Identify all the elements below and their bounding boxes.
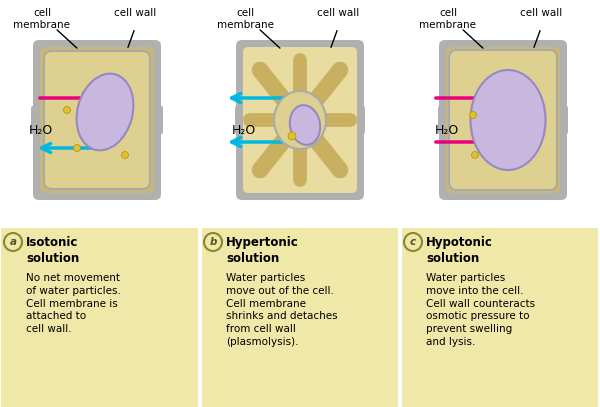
FancyBboxPatch shape (40, 47, 154, 193)
FancyBboxPatch shape (236, 40, 364, 200)
FancyBboxPatch shape (491, 189, 515, 199)
FancyBboxPatch shape (85, 44, 109, 54)
FancyBboxPatch shape (44, 51, 150, 189)
Text: c: c (410, 237, 416, 247)
Ellipse shape (290, 105, 320, 145)
Text: Water particles
move into the cell.
Cell wall counteracts
osmotic pressure to
pr: Water particles move into the cell. Cell… (426, 273, 535, 347)
FancyBboxPatch shape (351, 106, 365, 134)
Circle shape (404, 233, 422, 251)
Text: cell wall: cell wall (317, 8, 359, 18)
Text: cell
membrane: cell membrane (419, 8, 476, 30)
Ellipse shape (274, 91, 326, 149)
Text: H₂O: H₂O (232, 123, 256, 136)
FancyBboxPatch shape (153, 106, 163, 134)
Circle shape (4, 233, 22, 251)
Ellipse shape (470, 70, 545, 170)
Text: a: a (10, 237, 17, 247)
Text: H₂O: H₂O (435, 123, 459, 136)
Circle shape (472, 151, 479, 158)
FancyBboxPatch shape (438, 106, 452, 134)
Text: b: b (209, 237, 217, 247)
Text: cell wall: cell wall (114, 8, 156, 18)
FancyBboxPatch shape (31, 106, 41, 134)
Circle shape (288, 132, 296, 140)
FancyBboxPatch shape (85, 186, 109, 196)
FancyBboxPatch shape (1, 228, 198, 407)
FancyBboxPatch shape (446, 47, 560, 193)
FancyBboxPatch shape (401, 228, 598, 407)
FancyBboxPatch shape (554, 106, 568, 134)
Text: cell
membrane: cell membrane (217, 8, 274, 30)
Text: Hypertonic
solution: Hypertonic solution (226, 236, 299, 265)
FancyBboxPatch shape (147, 106, 157, 134)
Circle shape (204, 233, 222, 251)
Text: No net movement
of water particles.
Cell membrane is
attached to
cell wall.: No net movement of water particles. Cell… (26, 273, 121, 334)
FancyBboxPatch shape (449, 50, 557, 190)
Text: Water particles
move out of the cell.
Cell membrane
shrinks and detaches
from ce: Water particles move out of the cell. Ce… (226, 273, 338, 347)
Circle shape (470, 112, 476, 118)
FancyBboxPatch shape (201, 228, 398, 407)
FancyBboxPatch shape (491, 41, 515, 51)
FancyBboxPatch shape (37, 106, 47, 134)
FancyBboxPatch shape (288, 189, 312, 199)
Text: cell
membrane: cell membrane (14, 8, 71, 30)
FancyBboxPatch shape (439, 40, 567, 200)
FancyBboxPatch shape (33, 40, 161, 200)
FancyBboxPatch shape (243, 47, 357, 193)
Text: Isotonic
solution: Isotonic solution (26, 236, 79, 265)
Text: Hypotonic
solution: Hypotonic solution (426, 236, 493, 265)
FancyBboxPatch shape (235, 106, 249, 134)
Text: cell wall: cell wall (520, 8, 562, 18)
Circle shape (74, 144, 80, 151)
FancyBboxPatch shape (288, 41, 312, 51)
Ellipse shape (77, 74, 133, 150)
Text: H₂O: H₂O (29, 123, 53, 136)
Circle shape (121, 151, 128, 158)
Circle shape (64, 107, 71, 114)
